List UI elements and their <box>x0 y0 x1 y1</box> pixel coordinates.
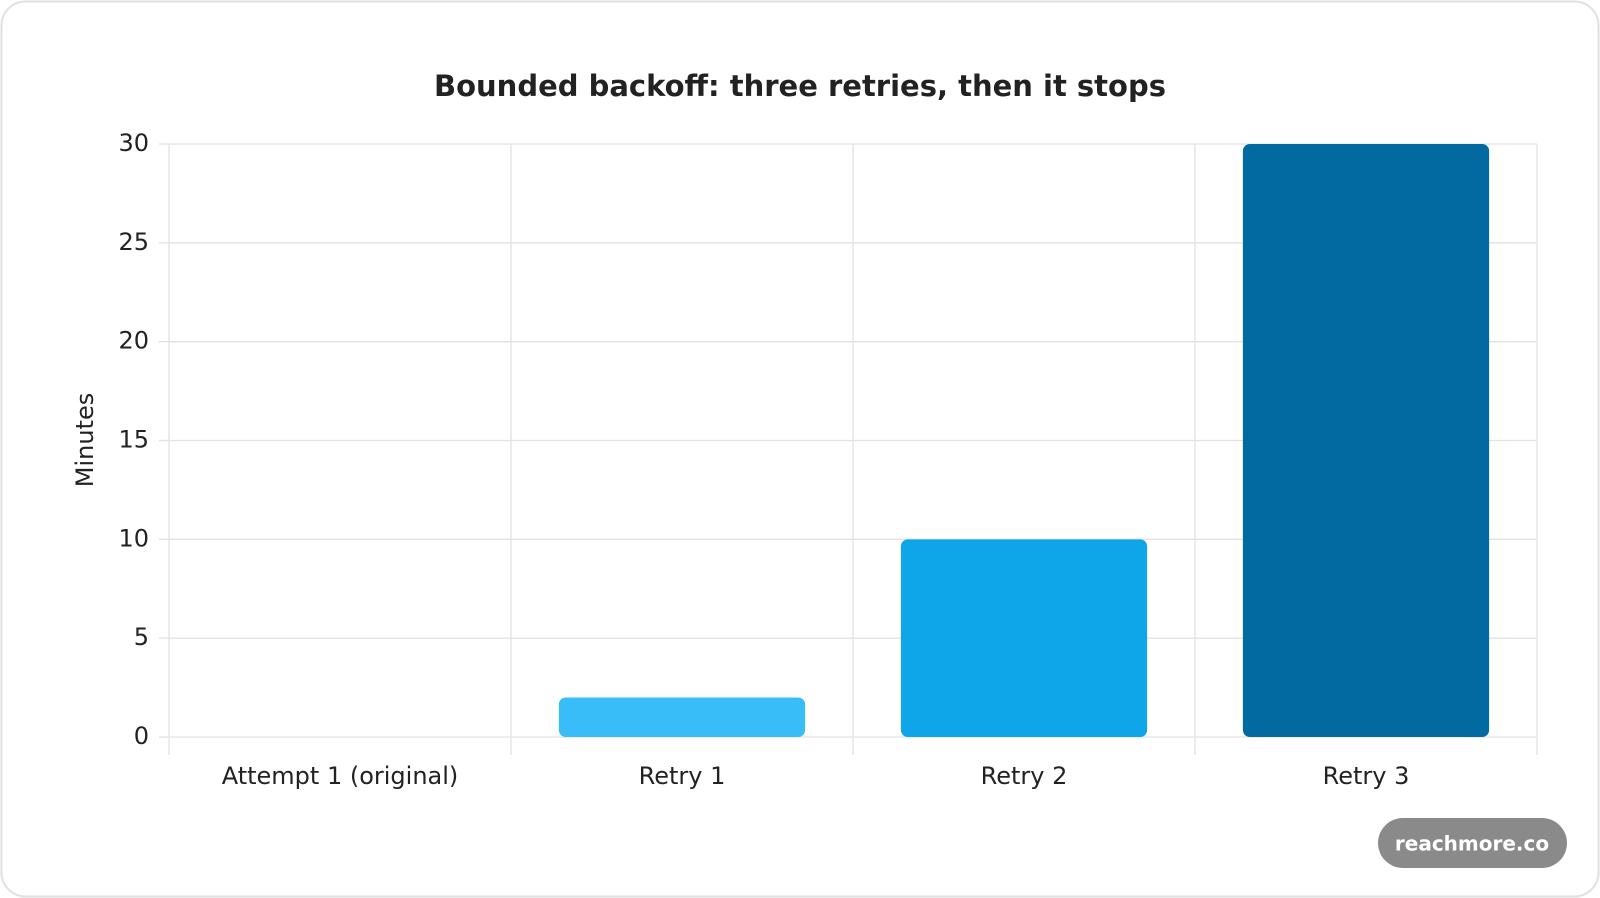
watermark-badge <box>1378 818 1567 868</box>
x-tick-label: Retry 2 <box>981 762 1068 790</box>
x-tick-label: Retry 3 <box>1323 762 1410 790</box>
y-tick-label: 5 <box>134 623 149 651</box>
y-tick-label: 25 <box>118 228 149 256</box>
bar <box>900 539 1148 737</box>
y-tick-label: 30 <box>118 129 149 157</box>
watermark: reachmore.co <box>1395 832 1549 856</box>
y-axis-label: Minutes <box>71 393 99 487</box>
y-tick-label: 10 <box>118 524 149 552</box>
x-tick-label: Attempt 1 (original) <box>222 762 459 790</box>
x-tick-label: Retry 1 <box>639 762 726 790</box>
chart-title: Bounded backoff: three retries, then it … <box>434 69 1166 103</box>
y-tick-label: 20 <box>118 327 149 355</box>
bar <box>1242 144 1490 737</box>
y-tick-label: 15 <box>118 426 149 454</box>
bar <box>558 697 806 737</box>
y-tick-label: 0 <box>134 722 149 750</box>
